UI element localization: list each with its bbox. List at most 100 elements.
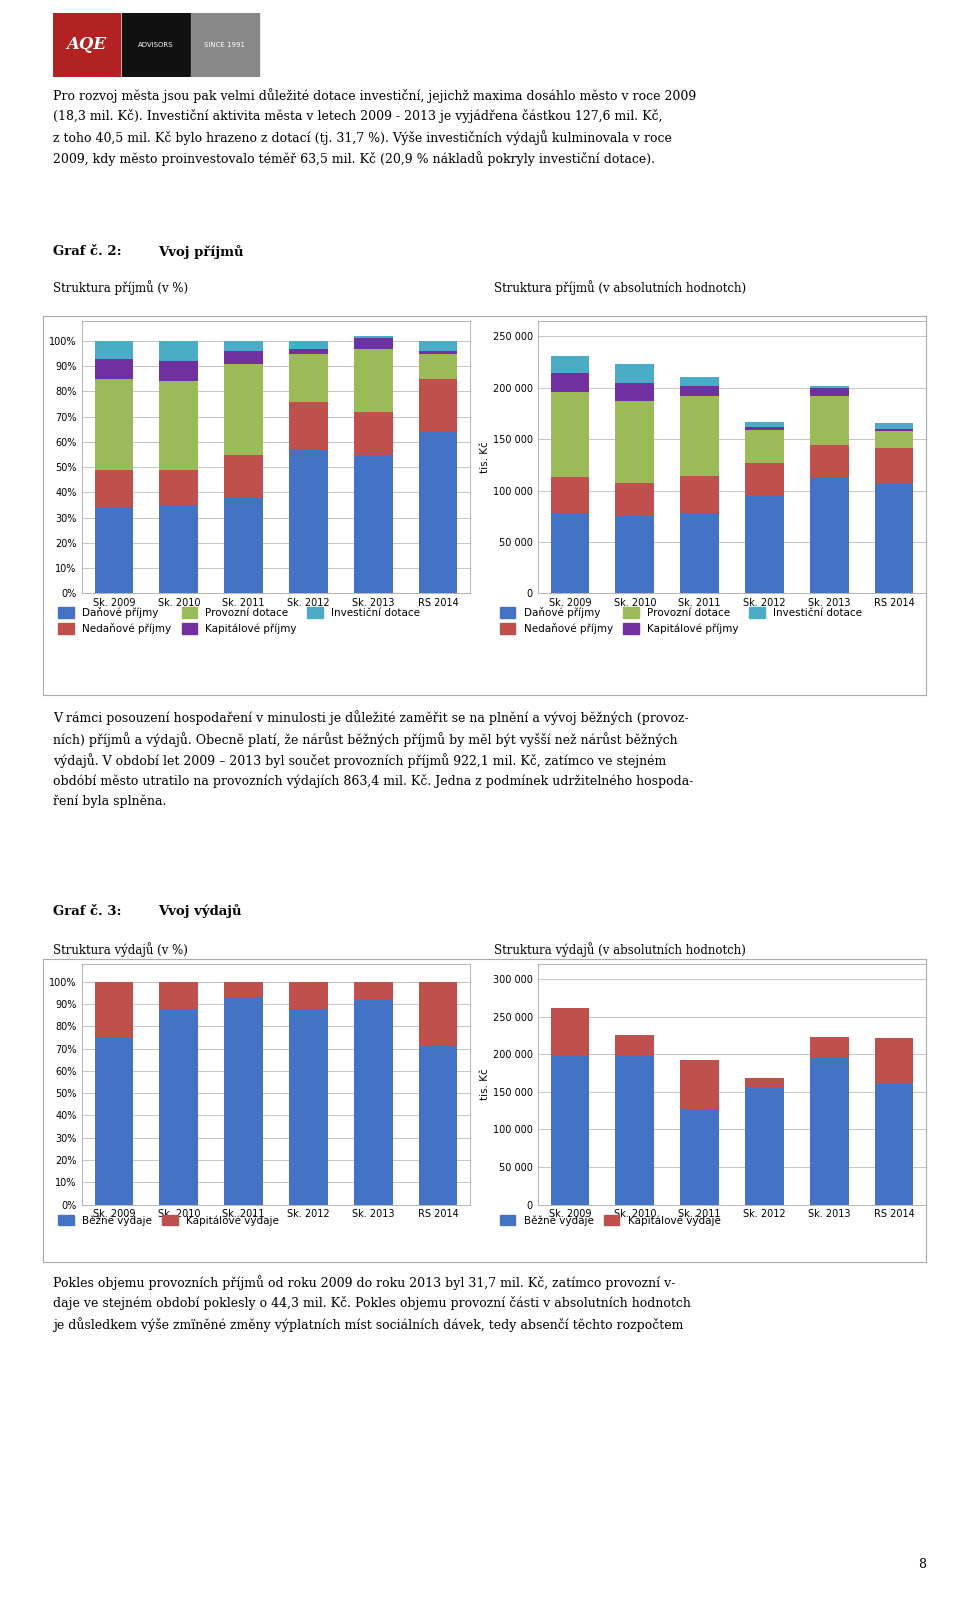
Text: ADVISORS: ADVISORS <box>138 42 174 48</box>
Bar <box>94 507 133 593</box>
Bar <box>680 1108 719 1205</box>
Bar <box>680 396 719 476</box>
Bar <box>159 1009 198 1205</box>
Text: Graf č. 3:: Graf č. 3: <box>53 905 121 917</box>
Bar <box>680 476 719 513</box>
Bar <box>615 483 655 516</box>
Bar <box>224 497 263 593</box>
Bar <box>224 454 263 497</box>
Y-axis label: tis. Kč: tis. Kč <box>480 1068 490 1100</box>
Bar <box>615 364 655 382</box>
Bar <box>680 1060 719 1108</box>
Bar <box>94 1038 133 1205</box>
Bar <box>680 385 719 396</box>
Bar <box>551 356 589 374</box>
Bar <box>551 1007 589 1055</box>
Bar <box>419 342 457 351</box>
Bar <box>159 361 198 382</box>
Bar <box>810 1059 849 1205</box>
Bar <box>875 428 913 431</box>
Bar <box>159 982 198 1009</box>
Bar <box>810 1036 849 1059</box>
Bar <box>419 379 457 431</box>
Bar <box>94 470 133 507</box>
Bar <box>353 335 393 338</box>
Bar <box>289 401 327 449</box>
Legend: Běžné výdaje, Kapitálové výdaje: Běžné výdaje, Kapitálové výdaje <box>58 1214 279 1225</box>
Bar <box>615 401 655 483</box>
Bar <box>810 446 849 478</box>
Bar <box>680 377 719 385</box>
Bar <box>810 396 849 446</box>
Bar <box>289 449 327 593</box>
Bar <box>745 496 783 593</box>
Bar <box>875 484 913 593</box>
Bar <box>94 982 133 1038</box>
Bar <box>745 430 783 464</box>
Bar <box>191 13 258 77</box>
Text: Vvoj příjmů: Vvoj příjmů <box>157 245 243 258</box>
Bar <box>289 982 327 1009</box>
Text: Struktura výdajů (v %): Struktura výdajů (v %) <box>53 942 187 958</box>
Bar <box>551 374 589 391</box>
Bar <box>353 338 393 348</box>
Bar <box>419 353 457 379</box>
Legend: Běžné výdaje, Kapitálové výdaje: Běžné výdaje, Kapitálové výdaje <box>499 1214 721 1225</box>
Bar <box>615 382 655 401</box>
Legend: Daňové příjmy, Nedaňové příjmy, Provozní dotace, Kapitálové příjmy, Investiční d: Daňové příjmy, Nedaňové příjmy, Provozní… <box>58 606 420 634</box>
Text: Graf č. 2:: Graf č. 2: <box>53 245 121 258</box>
Text: V rámci posouzení hospodaření v minulosti je důležité zaměřit se na plnění a výv: V rámci posouzení hospodaření v minulost… <box>53 711 693 807</box>
Bar <box>94 342 133 359</box>
Text: Struktura příjmů (v absolutních hodnotch): Struktura příjmů (v absolutních hodnotch… <box>494 279 747 295</box>
Bar <box>289 348 327 353</box>
Bar <box>159 342 198 361</box>
Bar <box>94 359 133 379</box>
Text: AQE: AQE <box>66 37 107 53</box>
Bar <box>875 1084 913 1205</box>
Bar <box>419 982 457 1046</box>
Text: SINCE 1991: SINCE 1991 <box>204 42 246 48</box>
Legend: Daňové příjmy, Nedaňové příjmy, Provozní dotace, Kapitálové příjmy, Investiční d: Daňové příjmy, Nedaňové příjmy, Provozní… <box>499 606 862 634</box>
Bar <box>615 1057 655 1205</box>
Text: Pro rozvoj města jsou pak velmi důležité dotace investiční, jejichž maxima dosáh: Pro rozvoj města jsou pak velmi důležité… <box>53 88 696 165</box>
Bar <box>810 385 849 388</box>
Bar <box>122 13 189 77</box>
Text: Struktura výdajů (v absolutních hodnotch): Struktura výdajů (v absolutních hodnotch… <box>494 942 746 958</box>
Bar <box>159 505 198 593</box>
Bar <box>419 1046 457 1205</box>
Bar <box>353 412 393 454</box>
Bar <box>551 1055 589 1205</box>
Text: Struktura příjmů (v %): Struktura příjmů (v %) <box>53 279 188 295</box>
Bar <box>745 1086 783 1205</box>
Bar <box>289 353 327 401</box>
Bar <box>353 999 393 1205</box>
Bar <box>875 449 913 484</box>
Bar <box>745 464 783 496</box>
Bar <box>353 982 393 999</box>
Bar <box>745 1078 783 1086</box>
Bar <box>224 351 263 364</box>
Bar <box>289 342 327 348</box>
Bar <box>810 478 849 593</box>
Bar <box>94 379 133 470</box>
Bar <box>745 422 783 427</box>
Bar <box>551 513 589 593</box>
Text: Pokles objemu provozních příjmů od roku 2009 do roku 2013 byl 31,7 mil. Kč, zatí: Pokles objemu provozních příjmů od roku … <box>53 1275 690 1331</box>
Text: Vvoj výdajů: Vvoj výdajů <box>157 905 241 917</box>
Bar <box>615 516 655 593</box>
Bar <box>224 982 263 998</box>
Bar <box>353 454 393 593</box>
Bar <box>615 1036 655 1057</box>
Bar <box>159 470 198 505</box>
Bar <box>159 382 198 470</box>
Bar <box>224 342 263 351</box>
Bar <box>419 351 457 353</box>
Bar <box>224 998 263 1205</box>
Bar <box>289 1009 327 1205</box>
Bar <box>875 431 913 449</box>
Bar <box>353 348 393 412</box>
Bar <box>551 391 589 478</box>
Bar <box>875 423 913 428</box>
Y-axis label: tis. Kč: tis. Kč <box>480 441 490 473</box>
Bar <box>551 478 589 513</box>
